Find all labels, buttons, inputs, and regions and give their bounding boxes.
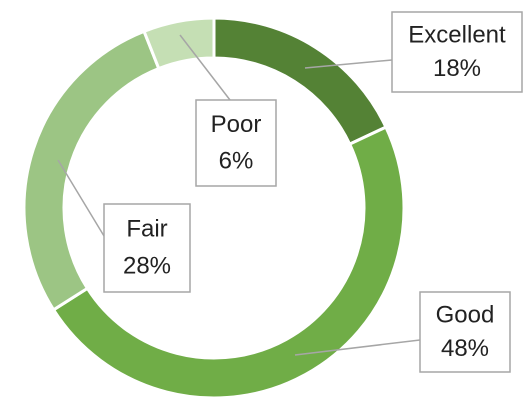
value-label: 18%	[433, 55, 481, 82]
value-label: 28%	[123, 253, 171, 280]
label-box	[103, 203, 191, 293]
category-label: Fair	[126, 216, 167, 243]
category-label: Excellent	[408, 21, 506, 48]
label-box	[419, 291, 511, 373]
leader-line	[179, 34, 231, 101]
label-box	[391, 11, 523, 93]
donut-segment	[51, 125, 406, 400]
value-label: 48%	[441, 335, 489, 362]
category-label: Poor	[211, 111, 262, 138]
category-label: Good	[436, 301, 495, 328]
leader-line	[304, 59, 393, 69]
value-label: 6%	[219, 147, 254, 174]
leader-line	[294, 339, 421, 356]
leader-line	[57, 159, 105, 237]
label-box	[195, 99, 277, 187]
donut-segment	[142, 16, 216, 71]
